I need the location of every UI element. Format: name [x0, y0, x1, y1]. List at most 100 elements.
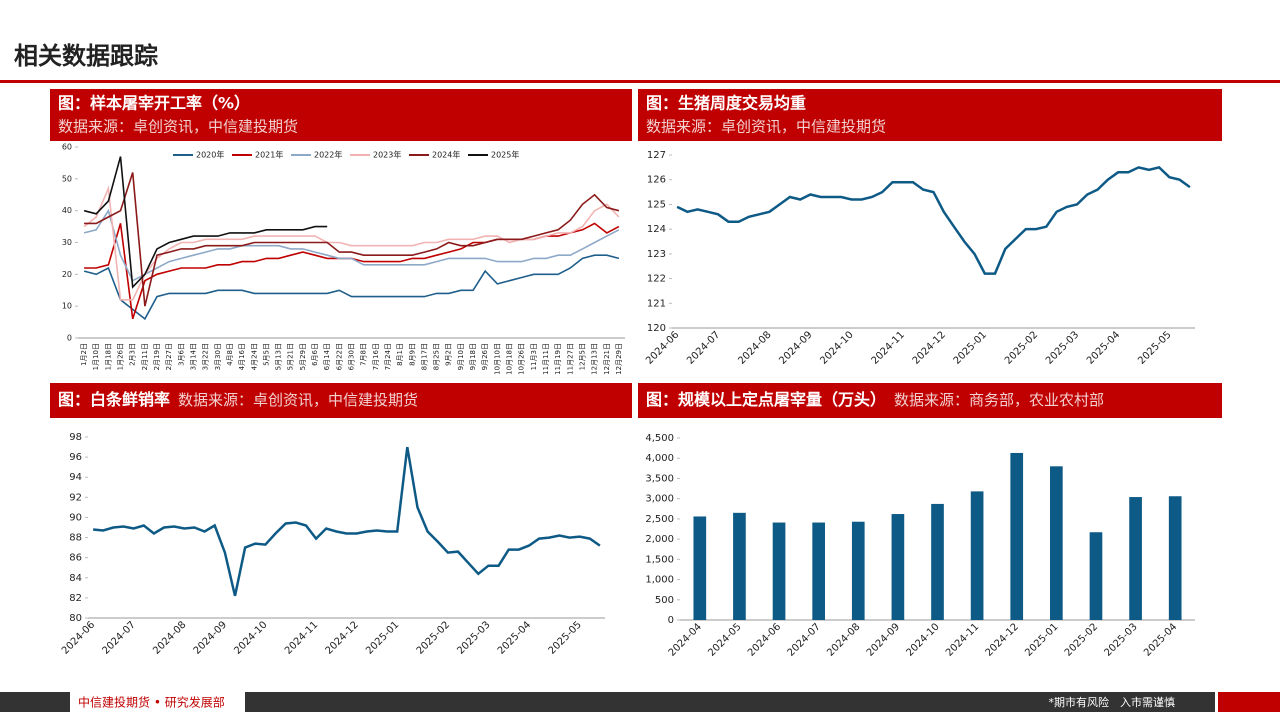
x-tick-label: 2025-01: [1023, 621, 1060, 658]
x-tick-label: 2024-12: [984, 621, 1021, 658]
x-tick-label: 2024-05: [706, 621, 743, 658]
x-tick-label: 2025-04: [496, 619, 533, 656]
x-tick-label: 10月10日: [493, 343, 501, 375]
bar: [851, 521, 865, 620]
bar: [1010, 452, 1024, 620]
footer-label-bg: [70, 692, 245, 712]
bar: [693, 516, 707, 620]
legend-label: 2024年: [432, 150, 460, 160]
x-tick-label: 1月2日: [80, 343, 88, 366]
series-line: [83, 208, 620, 282]
x-tick-label: 4月16日: [238, 343, 246, 370]
x-tick-label: 2024-09: [865, 621, 902, 658]
y-tick-label: 3,000: [645, 494, 674, 505]
x-tick-label: 6月30日: [348, 343, 356, 370]
x-tick-label: 12月21日: [603, 343, 611, 375]
x-tick-label: 2025-03: [455, 619, 492, 656]
y-tick-label: 125: [647, 199, 666, 210]
x-tick-label: 2月11日: [141, 343, 149, 370]
bar: [970, 491, 984, 620]
x-tick-label: 9月26日: [481, 343, 489, 370]
x-tick-label: 2月19日: [153, 343, 161, 370]
panel-title: 图：生猪周度交易均重: [646, 94, 806, 113]
x-tick-label: 11月11日: [542, 343, 550, 375]
panel-header: [50, 89, 632, 141]
footer-left: 中信建投期货 • 研究发展部: [78, 695, 225, 710]
x-tick-label: 11月27日: [566, 343, 574, 375]
panel-header: [638, 383, 1222, 418]
y-tick-label: 123: [647, 249, 666, 260]
x-tick-label: 5月13日: [275, 343, 283, 370]
x-tick-label: 12月5日: [578, 343, 586, 370]
x-tick-label: 4月24日: [250, 343, 258, 370]
y-tick-label: 2,500: [645, 514, 674, 525]
series-line: [676, 166, 1191, 275]
legend-label: 2023年: [373, 150, 401, 160]
page-title: 相关数据跟踪: [14, 42, 158, 70]
x-tick-label: 5月5日: [262, 343, 270, 366]
y-tick-label: 2,000: [645, 534, 674, 545]
x-tick-label: 12月13日: [591, 343, 599, 375]
bar: [812, 522, 825, 620]
y-tick-label: 124: [647, 224, 666, 235]
y-tick-label: 40: [62, 206, 72, 215]
footer-accent: [1218, 692, 1280, 712]
bar: [931, 503, 944, 620]
x-tick-label: 2024-07: [101, 619, 138, 656]
x-tick-label: 2025-01: [952, 329, 989, 366]
x-tick-label: 1月26日: [117, 343, 125, 370]
y-tick-label: 127: [647, 150, 666, 161]
x-tick-label: 2024-08: [151, 619, 188, 656]
y-tick-label: 126: [647, 175, 666, 186]
x-tick-label: 11月3日: [530, 343, 538, 370]
x-tick-label: 2024-08: [825, 621, 862, 658]
y-tick-label: 84: [69, 573, 82, 584]
x-tick-label: 2025-02: [1063, 621, 1100, 658]
y-tick-label: 1,500: [645, 554, 674, 565]
bar: [1168, 496, 1182, 620]
y-tick-label: 0: [67, 334, 72, 343]
x-tick-label: 2025-05: [547, 619, 584, 656]
bar: [1129, 497, 1142, 620]
x-tick-label: 8月25日: [433, 343, 441, 370]
x-tick-label: 3月30日: [214, 343, 222, 370]
x-tick-label: 8月17日: [420, 343, 428, 370]
x-tick-label: 12月29日: [615, 343, 623, 375]
x-tick-label: 3月22日: [202, 343, 210, 370]
bar: [891, 514, 905, 620]
x-tick-label: 9月2日: [445, 343, 453, 366]
y-tick-label: 20: [62, 270, 72, 279]
y-tick-label: 4,000: [645, 453, 674, 464]
x-tick-label: 2025-02: [415, 619, 452, 656]
series-line: [83, 185, 620, 301]
y-tick-label: 120: [647, 323, 666, 334]
x-tick-label: 2024-10: [232, 619, 269, 656]
x-tick-label: 2024-12: [324, 619, 361, 656]
x-tick-label: 6月22日: [335, 343, 343, 370]
legend-label: 2021年: [255, 150, 283, 160]
x-tick-label: 7月24日: [384, 343, 392, 370]
panel-source: 数据来源：卓创资讯，中信建投期货: [58, 118, 298, 136]
x-tick-label: 2024-10: [904, 621, 941, 658]
x-tick-label: 2025-05: [1136, 329, 1173, 366]
x-tick-label: 2024-10: [818, 329, 855, 366]
bar: [1050, 466, 1063, 620]
x-tick-label: 2024-12: [911, 329, 948, 366]
y-tick-label: 82: [69, 593, 82, 604]
panel-header: [638, 89, 1222, 141]
x-tick-label: 2024-06: [644, 329, 681, 366]
y-tick-label: 88: [69, 533, 82, 544]
x-tick-label: 6月6日: [311, 343, 319, 366]
x-tick-label: 7月8日: [360, 343, 368, 366]
x-tick-label: 2024-11: [944, 621, 981, 658]
y-tick-label: 4,500: [645, 433, 674, 444]
y-tick-label: 86: [69, 553, 82, 564]
x-tick-label: 5月21日: [287, 343, 295, 370]
bar: [1089, 532, 1103, 620]
x-tick-label: 7月16日: [372, 343, 380, 370]
x-tick-label: 2024-06: [746, 621, 783, 658]
panel-source: 数据来源：卓创资讯，中信建投期货: [178, 391, 418, 409]
x-tick-label: 2025-03: [1044, 329, 1081, 366]
x-tick-label: 2月27日: [165, 343, 173, 370]
